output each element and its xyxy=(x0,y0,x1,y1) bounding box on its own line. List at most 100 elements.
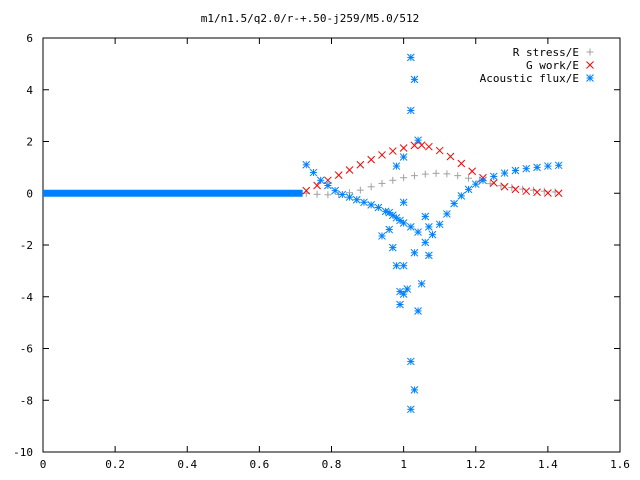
data-point xyxy=(529,186,537,194)
data-point xyxy=(454,172,462,180)
data-point xyxy=(388,147,397,155)
axes: 0 0.2 0.4 0.6 0.8 1 1.2 1.4 1.6 6 4 2 0 -2 -4 -6 -8 -10 xyxy=(13,32,630,471)
data-point xyxy=(425,223,433,231)
data-point xyxy=(399,261,408,270)
y-tick-label: -10 xyxy=(13,446,33,459)
data-point xyxy=(544,162,552,170)
x-tick-label: 0 xyxy=(40,458,47,471)
y-tick-label: -4 xyxy=(20,291,34,304)
x-tick-label: 0.2 xyxy=(105,458,125,471)
x-tick-label: 1 xyxy=(400,458,407,471)
data-point xyxy=(544,189,552,197)
data-point xyxy=(554,189,563,198)
data-point xyxy=(406,405,415,414)
data-point xyxy=(410,248,419,257)
data-point xyxy=(403,285,412,293)
data-point xyxy=(511,185,520,194)
data-point xyxy=(388,243,397,252)
data-point xyxy=(331,186,339,195)
data-point xyxy=(457,159,466,168)
data-point xyxy=(554,161,563,170)
data-point xyxy=(378,151,386,159)
data-point xyxy=(309,168,318,177)
legend-label: R stress/E xyxy=(513,46,579,59)
data-point xyxy=(421,238,430,247)
data-point xyxy=(316,176,325,185)
y-tick-label: -6 xyxy=(20,343,33,356)
data-point xyxy=(360,198,368,207)
chart-title: m1/n1.5/q2.0/r-+.50-j259/M5.0/512 xyxy=(201,12,420,25)
data-point xyxy=(446,152,455,161)
data-point xyxy=(406,223,415,231)
data-point xyxy=(399,290,408,299)
y-tick-label: 4 xyxy=(26,84,33,97)
data-point xyxy=(468,167,476,176)
y-tick-label: -2 xyxy=(20,239,33,252)
data-point xyxy=(417,279,426,288)
data-point xyxy=(396,216,404,225)
plot-frame xyxy=(42,37,621,453)
series-star xyxy=(43,53,563,414)
x-tick-label: 1.4 xyxy=(538,458,558,471)
data-point xyxy=(392,261,401,270)
data-point xyxy=(417,141,426,149)
data-point xyxy=(302,160,311,169)
data-point xyxy=(489,172,498,181)
data-point xyxy=(396,300,404,309)
data-point xyxy=(374,203,383,212)
data-point xyxy=(414,228,422,236)
data-point xyxy=(522,164,531,173)
legend-label: G work/E xyxy=(526,59,579,72)
data-point xyxy=(500,182,509,191)
series-layer xyxy=(43,53,563,414)
data-point xyxy=(432,169,440,177)
y-tick-label: -8 xyxy=(20,394,33,407)
data-point xyxy=(443,210,451,218)
data-point xyxy=(324,191,332,199)
x-tick-label: 0.4 xyxy=(177,458,197,471)
y-tick-label: 6 xyxy=(26,32,33,45)
data-point xyxy=(399,144,408,152)
data-point xyxy=(410,75,419,84)
data-point xyxy=(519,185,527,193)
data-point xyxy=(435,220,444,229)
data-point xyxy=(399,219,408,227)
data-point xyxy=(471,180,480,189)
data-point xyxy=(356,160,365,169)
data-point xyxy=(450,199,458,208)
data-point xyxy=(421,212,430,221)
data-point xyxy=(428,230,437,239)
data-point xyxy=(457,191,466,200)
data-point xyxy=(302,186,311,195)
data-point xyxy=(406,106,415,115)
x-tick-label: 0.6 xyxy=(249,458,269,471)
x-tick-label: 0.8 xyxy=(322,458,342,471)
data-point xyxy=(425,251,433,260)
data-point xyxy=(352,195,361,204)
data-point xyxy=(443,170,451,178)
data-point xyxy=(324,181,332,190)
data-point xyxy=(392,162,401,170)
data-point xyxy=(378,232,386,240)
data-point xyxy=(410,141,419,150)
data-point xyxy=(522,187,531,196)
series-cross xyxy=(302,141,563,198)
data-point xyxy=(338,190,347,199)
data-point xyxy=(421,170,429,178)
data-point xyxy=(367,155,376,164)
data-point xyxy=(533,188,541,197)
legend-marker xyxy=(586,48,594,56)
data-point xyxy=(400,174,408,182)
legend-marker xyxy=(586,74,594,82)
y-tick-label: 0 xyxy=(26,187,33,200)
data-point xyxy=(313,190,321,198)
data-point xyxy=(356,186,364,194)
legend-label: Acoustic flux/E xyxy=(480,72,579,85)
data-point xyxy=(414,136,422,145)
data-point xyxy=(410,172,418,180)
data-point xyxy=(367,183,375,191)
data-point xyxy=(435,146,444,155)
data-point xyxy=(334,171,343,179)
